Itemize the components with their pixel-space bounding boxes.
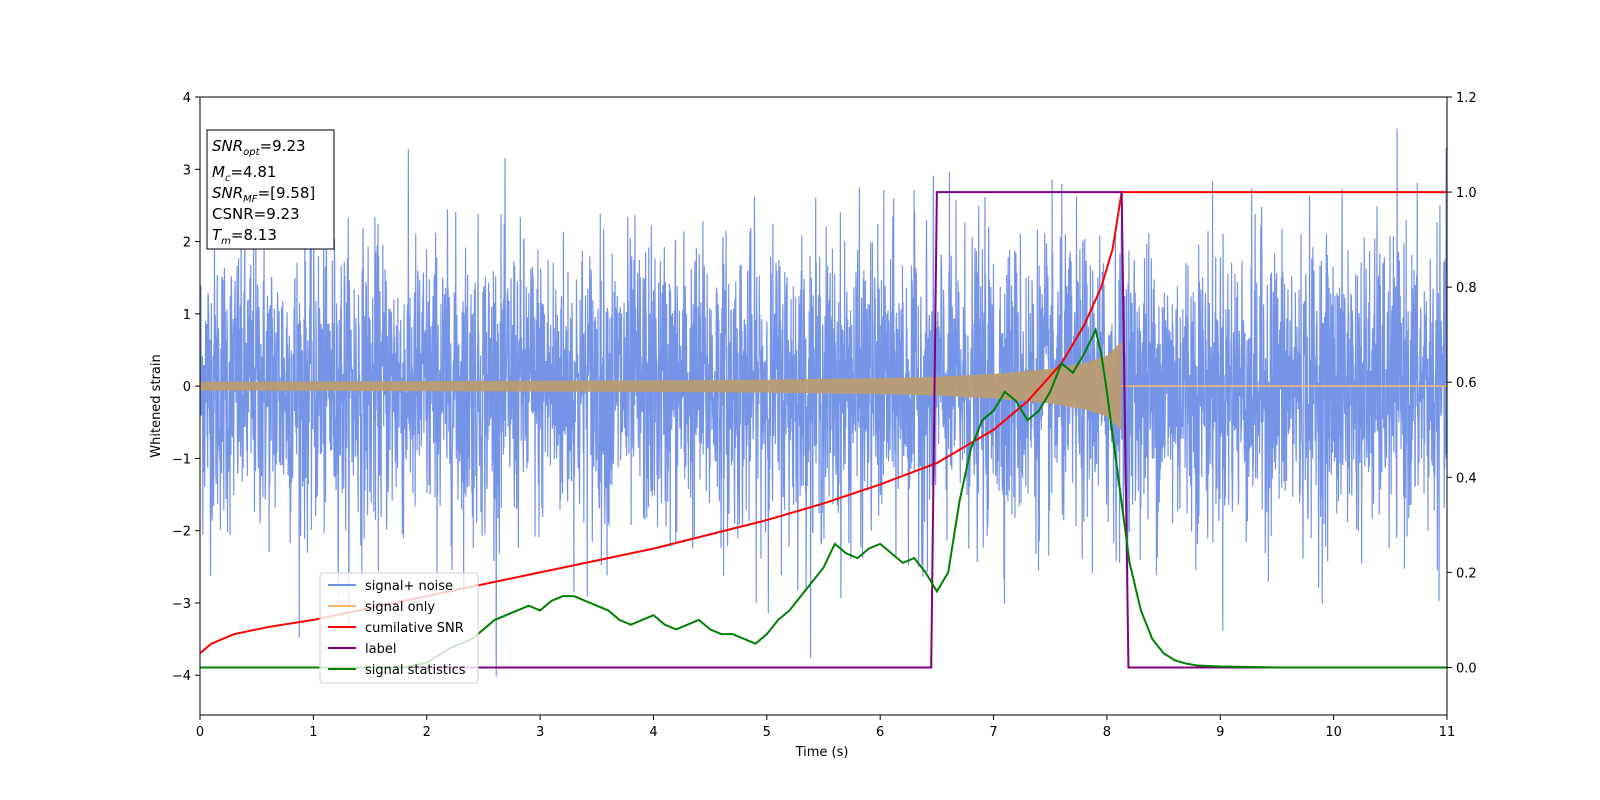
- plot-frame: [199, 96, 1448, 716]
- info-box: SNRopt=9.23 Mc=4.81 SNRMF=[9.58] CSNR=9.…: [206, 129, 335, 250]
- y-right-tick-label: 0.8: [1456, 281, 1477, 296]
- signal-statistics-layer: [200, 326, 1447, 669]
- x-tick-label: 7: [989, 725, 997, 740]
- x-tick-label: 10: [1325, 725, 1342, 740]
- legend-label-label: label: [365, 642, 396, 657]
- y-left-tick-label: 0: [183, 380, 191, 395]
- y-left-tick-label: −3: [172, 597, 191, 612]
- svg-text:SNRopt=9.23: SNRopt=9.23: [212, 137, 306, 158]
- series-signal-only: [200, 341, 1122, 431]
- info-snr-mf: =[9.58]: [258, 184, 316, 202]
- svg-text:Tm=8.13: Tm=8.13: [212, 226, 277, 247]
- x-tick-label: 3: [536, 725, 544, 740]
- series-signal-statistics: [200, 326, 1447, 669]
- signal-noise-layer: [200, 128, 1447, 677]
- series-cumulative-snr: [200, 191, 1447, 654]
- y-left-tick-label: 2: [183, 236, 191, 251]
- y-left-tick-label: −4: [172, 669, 191, 684]
- y-left-tick-label: −2: [172, 525, 191, 540]
- legend-label-noise: signal+ noise: [365, 579, 453, 594]
- y-left-tick-label: −1: [172, 452, 191, 467]
- y-axis-left: 4 3 2 1 0 −1 −2 −3 −4: [172, 91, 200, 684]
- y-right-tick-label: 0.4: [1456, 471, 1477, 486]
- info-snr-opt: =9.23: [260, 137, 306, 155]
- x-tick-label: 8: [1103, 725, 1111, 740]
- y-left-tick-label: 1: [183, 308, 191, 323]
- series-label: [200, 191, 1447, 669]
- x-tick-label: 9: [1216, 725, 1224, 740]
- x-axis: 0 1 2 3 4 5 6 7 8 9 10 11: [196, 715, 1455, 740]
- x-tick-label: 1: [309, 725, 317, 740]
- y-right-tick-label: 1.0: [1456, 186, 1477, 201]
- x-tick-label: 5: [763, 725, 771, 740]
- legend: signal+ noise signal only cumilative SNR…: [319, 572, 479, 684]
- y-axis-right: 1.2 1.0 0.8 0.6 0.4 0.2 0.0: [1447, 91, 1477, 676]
- cumulative-snr-layer: [200, 191, 1447, 654]
- x-tick-label: 2: [423, 725, 431, 740]
- y-right-tick-label: 1.2: [1456, 91, 1477, 106]
- y-right-tick-label: 0.6: [1456, 376, 1477, 391]
- legend-label-signal: signal only: [365, 600, 435, 615]
- x-tick-label: 11: [1439, 725, 1456, 740]
- info-csnr: CSNR=9.23: [212, 205, 300, 223]
- y-right-tick-label: 0.2: [1456, 566, 1477, 581]
- signal-only-layer: [200, 341, 1447, 431]
- y-right-tick-label: 0.0: [1456, 661, 1477, 676]
- info-mc: =4.81: [230, 163, 276, 181]
- series-signal-noise: [200, 128, 1447, 677]
- y-left-tick-label: 3: [183, 163, 191, 178]
- info-tm: =8.13: [231, 226, 277, 244]
- legend-label-stats: signal statistics: [365, 663, 466, 678]
- y-axis-label: Whitened strain: [149, 354, 164, 457]
- legend-label-csnr: cumilative SNR: [365, 621, 464, 636]
- x-tick-label: 4: [649, 725, 657, 740]
- svg-text:SNRMF=[9.58]: SNRMF=[9.58]: [212, 184, 315, 205]
- x-tick-label: 6: [876, 725, 884, 740]
- y-left-tick-label: 4: [183, 91, 191, 106]
- label-layer: [200, 191, 1447, 669]
- x-axis-label: Time (s): [795, 745, 849, 760]
- x-tick-label: 0: [196, 725, 204, 740]
- svg-text:Mc=4.81: Mc=4.81: [212, 163, 276, 184]
